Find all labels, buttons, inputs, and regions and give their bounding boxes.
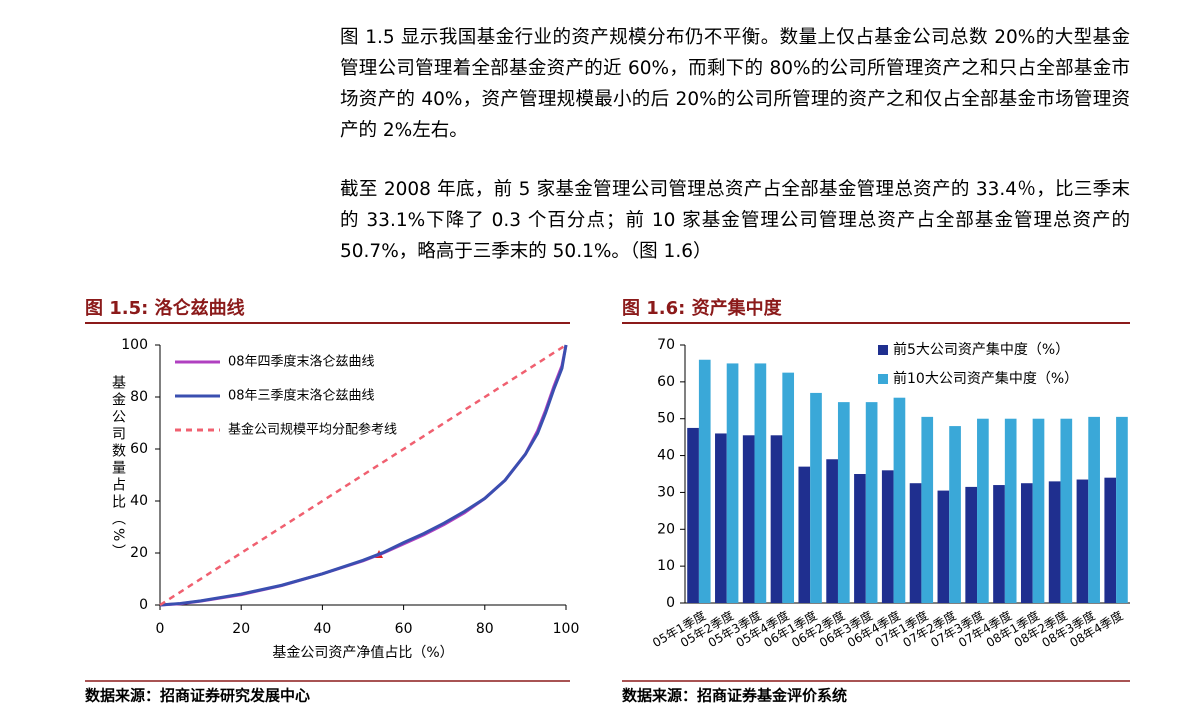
paragraph: 图 1.5 显示我国基金行业的资产规模分布仍不平衡。数量上仅占基金公司总数 20… (340, 27, 1130, 141)
x-tick-label: 100 (553, 621, 580, 637)
y-tick-label: 80 (130, 389, 148, 405)
bar (754, 363, 767, 603)
y-tick-label: 50 (657, 411, 675, 427)
bar (949, 426, 961, 603)
legend-label: 基金公司规模平均分配参考线 (228, 422, 397, 438)
y-tick-label: 40 (657, 448, 675, 464)
curve (159, 343, 567, 607)
bar (798, 466, 811, 603)
y-tick-label: 100 (121, 337, 148, 353)
y-tick-label: 60 (130, 441, 148, 457)
x-tick-label: 20 (232, 621, 250, 637)
bar (1104, 477, 1117, 603)
bar (937, 490, 950, 603)
chart-title: 图 1.6: 资产集中度 (622, 297, 783, 319)
bar (1032, 418, 1045, 603)
bar (770, 435, 783, 603)
bar (1048, 481, 1061, 603)
bar (977, 418, 989, 603)
legend-label: 08年四季度末洛仑兹曲线 (228, 354, 375, 370)
y-tick-label: 30 (657, 484, 675, 500)
bar (837, 402, 850, 603)
y-tick-label: 60 (657, 374, 675, 390)
y-axis-label: 基金公司数量占比（%） (110, 374, 126, 561)
y-tick-label: 70 (657, 337, 675, 353)
bar (687, 427, 699, 603)
legend-label: 08年三季度末洛仑兹曲线 (228, 388, 375, 404)
y-tick-label: 0 (666, 595, 675, 611)
bar (826, 459, 838, 603)
bar (1060, 418, 1073, 603)
bar (993, 485, 1005, 603)
source: 数据来源：招商证券研究发展中心 (85, 687, 310, 705)
bar (1088, 416, 1100, 603)
bar (726, 363, 739, 603)
x-tick-label: 60 (395, 621, 413, 637)
bar (909, 483, 922, 603)
y-tick-label: 40 (130, 493, 148, 509)
legend-swatch (878, 345, 888, 355)
bar (1004, 418, 1017, 603)
y-tick-label: 20 (130, 545, 148, 561)
bar (893, 397, 906, 603)
bar (865, 402, 878, 603)
bar (742, 435, 755, 603)
x-tick-label: 40 (313, 621, 331, 637)
bar (965, 486, 978, 603)
x-tick-label: 80 (476, 621, 494, 637)
bar (782, 372, 795, 603)
paragraph: 截至 2008 年底，前 5 家基金管理公司管理总资产占全部基金管理总资产的 3… (340, 179, 1130, 262)
legend-label: 前10大公司资产集中度（%） (893, 370, 1078, 387)
y-tick-label: 0 (139, 597, 148, 613)
source: 数据来源：招商证券基金评价系统 (622, 687, 847, 705)
x-axis-label: 基金公司资产净值占比（%） (272, 644, 453, 661)
bar (1076, 479, 1089, 603)
y-tick-label: 10 (657, 558, 675, 574)
bar (1116, 416, 1128, 603)
x-tick-label: 0 (156, 621, 165, 637)
legend-label: 前5大公司资产集中度（%） (893, 341, 1069, 358)
chart-title: 图 1.5: 洛仑兹曲线 (85, 297, 245, 319)
curve (159, 344, 568, 607)
bar (921, 416, 934, 603)
bar (854, 474, 866, 603)
bar (715, 433, 727, 603)
legend-swatch (878, 374, 888, 384)
bar (810, 392, 822, 603)
y-tick-label: 20 (657, 521, 675, 537)
bar (1020, 483, 1033, 603)
bar (698, 359, 711, 603)
bar (881, 470, 894, 603)
